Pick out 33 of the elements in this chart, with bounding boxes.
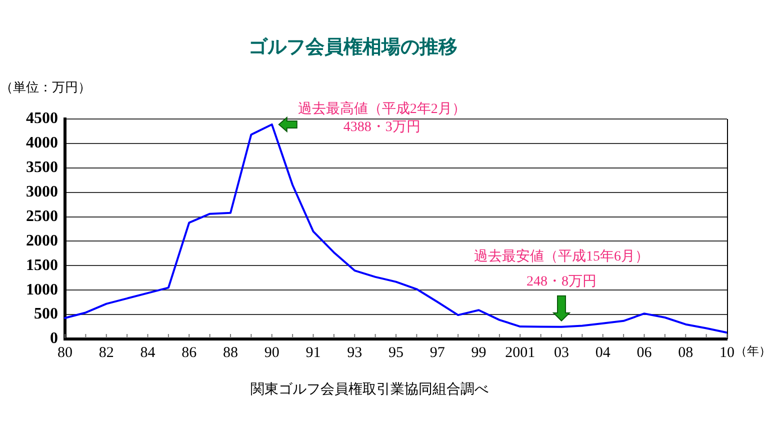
y-axis-title: （単位：万円） — [0, 79, 91, 94]
x-tick-label: 82 — [98, 344, 114, 361]
annotation: 過去最高値（平成2年2月） 4388・3万円 — [298, 101, 466, 136]
annotation: 過去最安値（平成15年6月） 248・8万円 — [474, 248, 649, 290]
x-tick-label: 80 — [58, 344, 72, 361]
y-tick-label: 500 — [34, 306, 58, 323]
x-tick-label: 97 — [430, 344, 446, 361]
x-tick-label: 06 — [636, 344, 652, 361]
y-tick-label: 0 — [50, 330, 58, 348]
text: 関東ゴルフ会員権取引業協同組合調べ — [250, 382, 489, 398]
x-tick-label: 88 — [223, 344, 238, 361]
chart-title: ゴルフ会員権相場の推移 — [248, 36, 458, 58]
y-tick-label: 3500 — [26, 159, 58, 176]
x-tick-label: 84 — [140, 344, 156, 361]
x-tick-label: 93 — [347, 344, 362, 361]
x-tick-label: 10 — [720, 344, 734, 361]
y-tick-label: 1500 — [26, 256, 58, 274]
x-tick-label: 91 — [306, 344, 321, 361]
x-tick-label: 08 — [678, 344, 694, 361]
x-tick-label: 95 — [388, 344, 404, 361]
x-tick-label: 86 — [182, 344, 198, 361]
x-tick-label: 99 — [471, 344, 486, 361]
y-tick-label: 4000 — [26, 134, 58, 152]
y-tick-label: 1000 — [26, 281, 58, 298]
x-tick-label: 90 — [264, 344, 280, 361]
y-tick-label: 3000 — [26, 183, 58, 200]
y-tick-label: 2000 — [26, 232, 58, 250]
x-tick-label: 2001 — [505, 344, 536, 361]
y-tick-label: 2500 — [26, 208, 58, 225]
y-tick-label: 4500 — [26, 110, 58, 128]
x-tick-label: 04 — [595, 344, 611, 361]
x-tick-label: 03 — [554, 344, 569, 361]
x-axis-title: （年） — [735, 344, 771, 358]
